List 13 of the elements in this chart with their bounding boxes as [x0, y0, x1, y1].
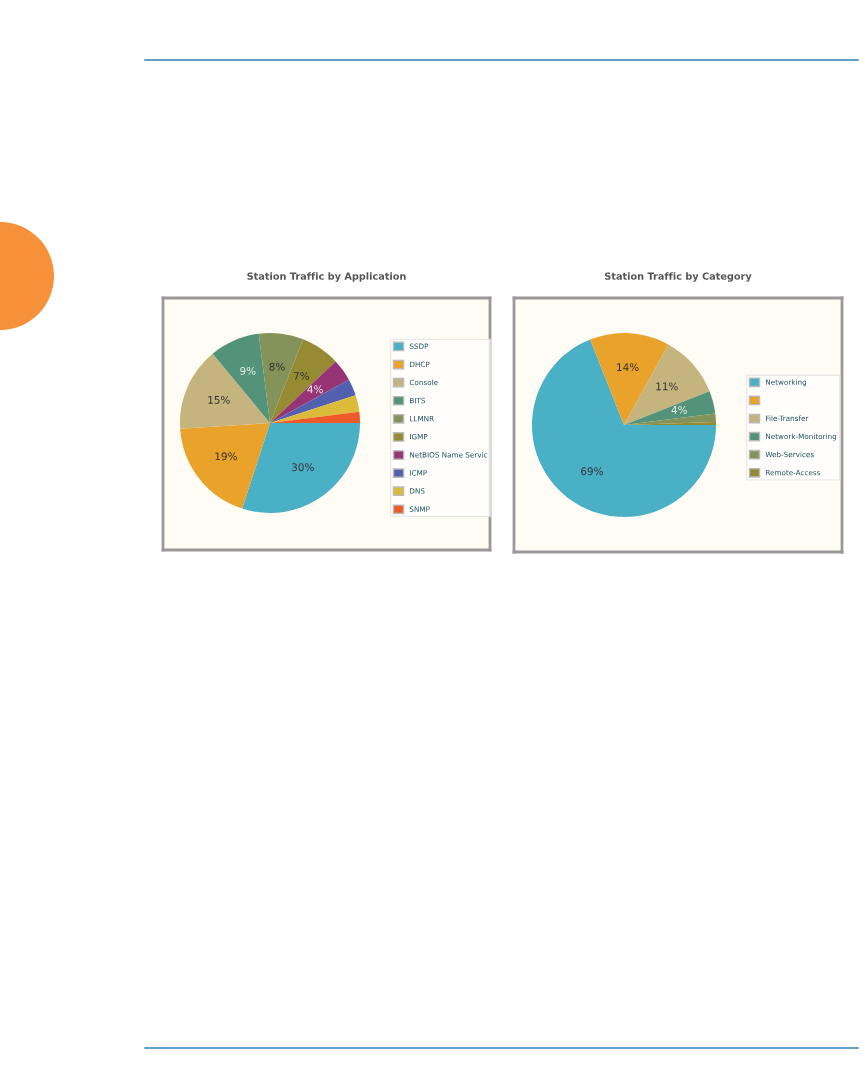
data-label: 7% [293, 371, 310, 380]
data-label: 4% [671, 405, 687, 414]
chart-title: Station Traffic by Category [604, 272, 752, 282]
data-label: 14% [617, 363, 639, 372]
data-label: 69% [581, 467, 603, 476]
data-label: 30% [292, 463, 314, 472]
data-label: 15% [208, 395, 230, 404]
data-label: 9% [240, 366, 256, 375]
data-label: 4% [307, 385, 323, 394]
data-label: 19% [215, 452, 237, 461]
data-label: 8% [269, 362, 285, 371]
chart-title: Station Traffic by Application [247, 272, 406, 282]
data-label: 11% [656, 382, 678, 391]
